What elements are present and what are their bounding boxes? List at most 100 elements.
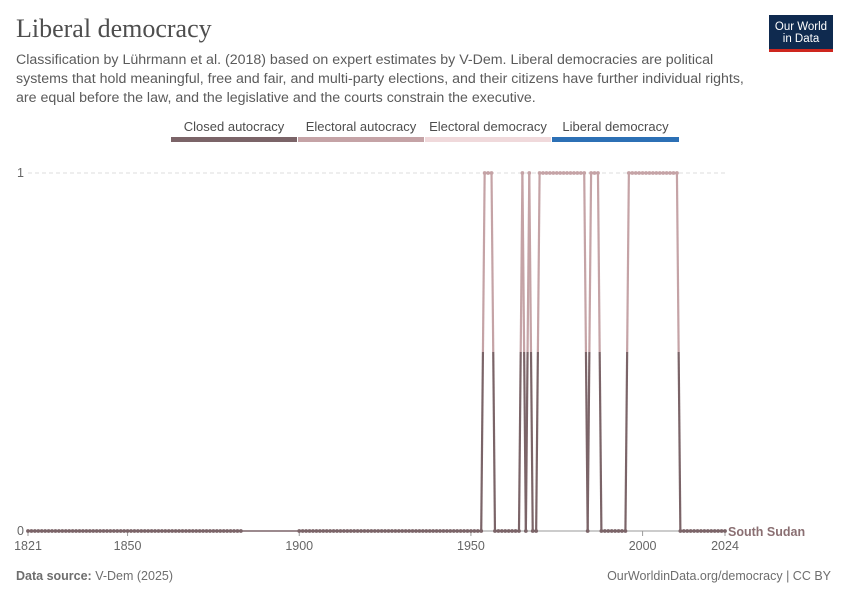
grid-lines [27,172,726,536]
data-point [60,529,65,533]
legend-swatch [171,137,297,142]
data-point [98,529,103,533]
series-segment [535,351,539,532]
x-tick-label: 1850 [114,539,142,553]
legend-item-closed-autocracy[interactable]: Closed autocracy [171,119,297,143]
data-point [527,171,532,175]
data-point [561,171,566,175]
logo-line-1: Our World [774,21,828,33]
data-point [668,171,672,175]
data-point [451,529,456,533]
data-point [352,529,357,533]
data-point [654,171,659,175]
data-point [163,529,168,533]
legend-item-electoral-democracy[interactable]: Electoral democracy [425,119,551,143]
data-point [482,171,487,175]
y-tick-label: 1 [17,166,24,180]
data-point [681,529,686,533]
data-point [503,529,508,533]
data-point [410,529,415,533]
data-point [551,171,556,175]
data-point [43,529,48,533]
data-point [108,529,113,533]
data-point [448,529,453,533]
data-point [620,529,624,533]
series-segment [490,172,495,353]
series-segment [675,172,680,353]
data-point [589,171,593,175]
data-point [479,529,484,533]
legend-item-liberal-democracy[interactable]: Liberal democracy [552,119,679,143]
series-segment [624,351,629,532]
data-point [348,529,353,533]
source-value[interactable]: V-Dem (2025) [95,569,174,583]
data-point [403,529,408,533]
data-point [345,529,350,533]
data-point [74,529,78,533]
data-point [32,529,37,533]
data-point [616,529,621,533]
legend-item-electoral-autocracy[interactable]: Electoral autocracy [298,119,424,143]
data-point [702,529,707,533]
data-point [228,529,233,533]
data-point [582,171,587,175]
data-point [568,171,573,175]
footer-url[interactable]: OurWorldinData.org/democracy | CC BY [607,569,831,583]
data-point [208,529,212,533]
data-point [297,529,302,533]
data-point [685,529,690,533]
data-point [177,529,181,533]
data-point [609,529,614,533]
data-point [688,529,693,533]
series-segment [492,351,497,532]
data-point [379,529,384,533]
data-point [170,529,175,533]
series-segment [524,351,529,532]
owid-logo[interactable]: Our World in Data [769,15,833,52]
data-point [723,529,727,533]
series-segment [677,351,682,532]
series-segment [517,351,522,532]
data-point [204,529,209,533]
data-point [135,529,140,533]
data-point [335,529,339,533]
data-point [383,529,387,533]
data-point [719,529,724,533]
data-point [50,529,54,533]
data-point [338,529,343,533]
data-point [493,529,497,533]
series-segment [586,351,591,532]
x-tick-label: 1900 [285,539,313,553]
data-point [111,529,116,533]
source-label: Data source: [16,569,92,583]
x-tick-label: 1821 [14,539,42,553]
data-point [424,529,429,533]
series-segment [583,172,588,353]
data-point [575,171,580,175]
y-tick-label: 0 [17,524,24,538]
data-point [67,529,72,533]
data-point [372,529,377,533]
data-point [513,529,518,533]
data-point [705,529,710,533]
data-point [541,171,545,175]
chart-title: Liberal democracy [16,14,212,43]
data-point [523,529,528,533]
data-point [692,529,696,533]
data-point [465,529,470,533]
data-point [94,529,99,533]
data-point [499,529,504,533]
data-point [91,529,96,533]
data-point [510,529,515,533]
data-point [427,529,432,533]
data-point [139,529,144,533]
x-tick-label: 1950 [457,539,485,553]
data-point [211,529,216,533]
data-point [314,529,319,533]
data-point [534,529,539,533]
data-point [129,529,133,533]
data-point [626,171,631,175]
data-point [321,529,326,533]
data-point [644,171,648,175]
data-point [87,529,92,533]
